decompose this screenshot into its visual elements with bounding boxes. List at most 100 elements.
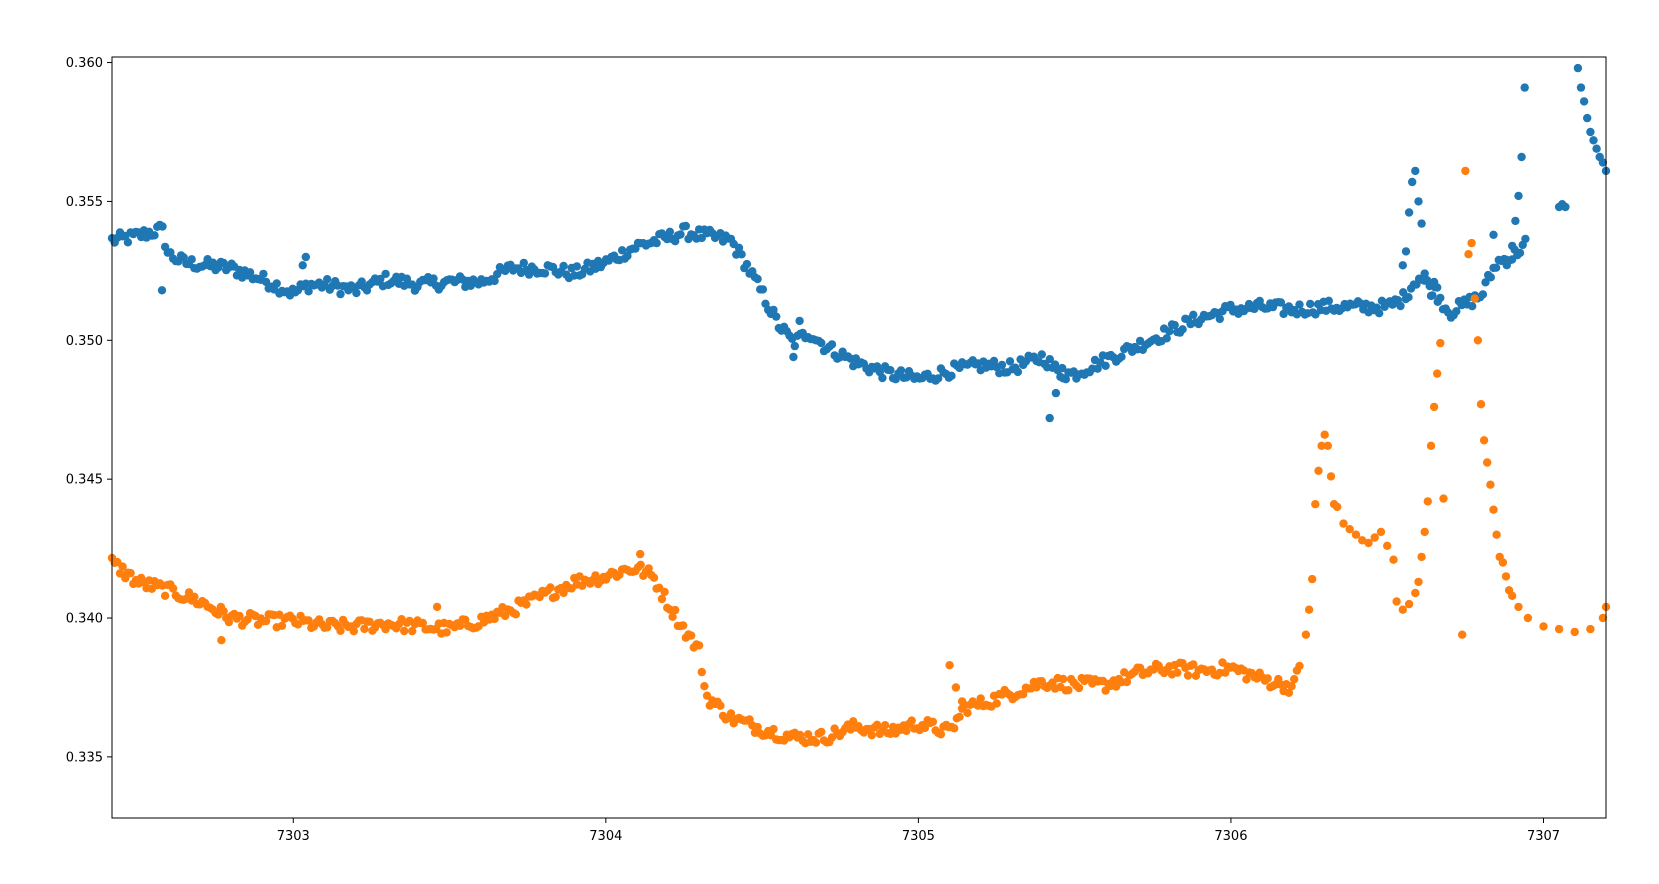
series-2-point	[1486, 480, 1495, 489]
series-1-point	[1521, 234, 1530, 244]
series-1-point	[1399, 288, 1408, 297]
series-2-point	[1554, 624, 1564, 634]
y-tick-label: 0.360	[66, 56, 103, 71]
series-2-point	[365, 617, 374, 626]
series-2-point	[1439, 494, 1448, 503]
series-1-point	[524, 270, 534, 279]
series-2-point	[726, 709, 736, 718]
series-2-point	[700, 682, 709, 691]
series-2-point	[455, 621, 465, 630]
series-1-point	[1433, 283, 1442, 292]
series-2-point	[1420, 527, 1429, 537]
series-2-point	[1392, 597, 1401, 606]
series-1-point	[1561, 202, 1570, 212]
series-2-point	[1383, 541, 1392, 550]
series-2-point	[867, 731, 876, 740]
series-2-point	[1508, 591, 1517, 600]
series-1-point	[1189, 310, 1198, 319]
series-1-point	[652, 238, 661, 248]
series-1-point	[1045, 413, 1054, 423]
series-2-point	[126, 568, 135, 578]
series-1-point	[1404, 208, 1414, 217]
series-1-point	[1573, 63, 1583, 73]
series-2-point	[1135, 663, 1145, 672]
series-1-point	[1598, 158, 1608, 167]
series-2-point	[1411, 588, 1420, 598]
series-2-point	[657, 594, 667, 604]
series-2-point	[753, 722, 762, 732]
y-tick-label: 0.345	[66, 473, 103, 488]
series-2-point	[668, 612, 677, 621]
series-1-point	[1583, 113, 1592, 123]
series-2-point	[1314, 466, 1323, 475]
series-1-point	[1005, 357, 1015, 366]
series-2-point	[880, 721, 890, 730]
series-2-point	[1433, 369, 1442, 378]
series-1-point	[1165, 327, 1174, 336]
series-2-point	[803, 730, 813, 739]
y-tick-label: 0.355	[66, 195, 103, 210]
series-1-point	[734, 243, 744, 252]
series-1-point	[1579, 97, 1589, 106]
series-2-point	[687, 631, 696, 640]
series-1-point	[676, 230, 685, 239]
series-2-point	[660, 587, 669, 597]
series-2-point	[501, 611, 510, 621]
series-2-point	[1287, 682, 1296, 691]
series-2-point	[511, 610, 520, 619]
series-1-point	[323, 275, 332, 284]
series-1-point	[298, 261, 307, 270]
series-2-point	[945, 661, 954, 670]
series-2-point	[694, 641, 704, 650]
series-1-point	[878, 373, 887, 383]
series-2-point	[559, 588, 568, 598]
series-1-point	[1491, 263, 1501, 272]
series-2-point	[168, 584, 178, 593]
series-1-point	[1452, 307, 1461, 316]
series-1-point	[166, 248, 175, 257]
series-2-point	[1122, 677, 1132, 687]
series-2	[107, 166, 1611, 748]
series-2-point	[817, 727, 826, 737]
y-axis: 0.335 0.340 0.345 0.350 0.355 0.360	[66, 56, 112, 765]
series-1-point	[1178, 325, 1187, 334]
series-1-point	[1295, 300, 1304, 309]
series-2-point	[636, 549, 645, 559]
series-2-point	[1426, 441, 1436, 450]
series-1-point	[665, 227, 675, 236]
series-1-point	[623, 251, 632, 261]
series-2-point	[1489, 505, 1498, 514]
series-1-point	[1051, 388, 1061, 398]
series-2-point	[1423, 497, 1433, 506]
series-2-point	[400, 626, 409, 636]
series-2-point	[1473, 336, 1483, 345]
series-1-point	[1514, 191, 1523, 201]
series-2-point	[1523, 613, 1533, 623]
x-tick-label: 7303	[277, 829, 310, 844]
series-2-point	[1598, 613, 1608, 623]
series-1-point	[934, 374, 943, 383]
series-2-point	[418, 618, 427, 628]
series-1-point	[1396, 301, 1405, 311]
series-2-point	[1492, 530, 1501, 539]
series-1-point	[1013, 367, 1023, 377]
series-2-point	[1333, 502, 1342, 512]
series-1-point	[1324, 296, 1334, 305]
series-2-point	[872, 720, 882, 729]
series-1-point	[157, 286, 167, 295]
series-1-point	[1489, 230, 1498, 239]
series-1-point	[1517, 152, 1526, 162]
series-1-point	[245, 268, 255, 277]
series-2-point	[1429, 402, 1439, 412]
series-1-point	[490, 276, 499, 286]
series-2-point	[219, 607, 228, 616]
series-2-point	[261, 616, 271, 626]
x-tick-label: 7306	[1214, 829, 1247, 844]
series-1-point	[789, 352, 798, 362]
series-2-point	[1483, 458, 1492, 467]
series-2-point	[769, 724, 778, 734]
series-2-point	[1284, 688, 1294, 697]
series-2-point	[591, 571, 600, 580]
series-1-point	[758, 285, 768, 294]
